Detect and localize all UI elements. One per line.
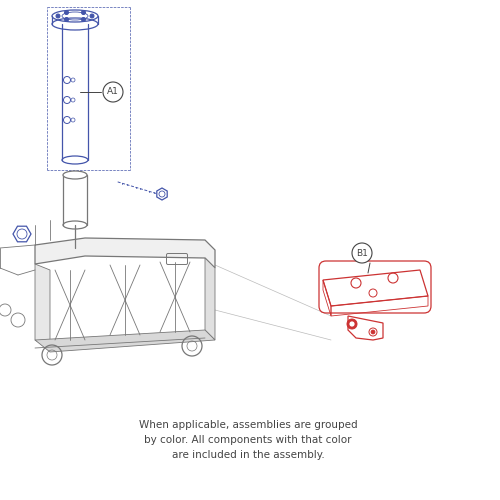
Polygon shape [35,330,215,352]
Circle shape [90,14,94,18]
Text: When applicable, assemblies are grouped
by color. All components with that color: When applicable, assemblies are grouped … [138,420,358,460]
Text: A1: A1 [107,88,119,96]
Polygon shape [35,238,215,268]
Polygon shape [205,258,215,340]
Circle shape [371,330,375,334]
Circle shape [64,18,68,21]
Ellipse shape [63,171,87,179]
Circle shape [82,18,86,21]
Circle shape [349,321,355,327]
Polygon shape [35,264,50,348]
Circle shape [82,10,86,14]
Text: B1: B1 [356,248,368,258]
Circle shape [347,319,357,329]
Circle shape [56,14,60,18]
Circle shape [64,10,68,14]
Circle shape [103,82,123,102]
Circle shape [352,243,372,263]
